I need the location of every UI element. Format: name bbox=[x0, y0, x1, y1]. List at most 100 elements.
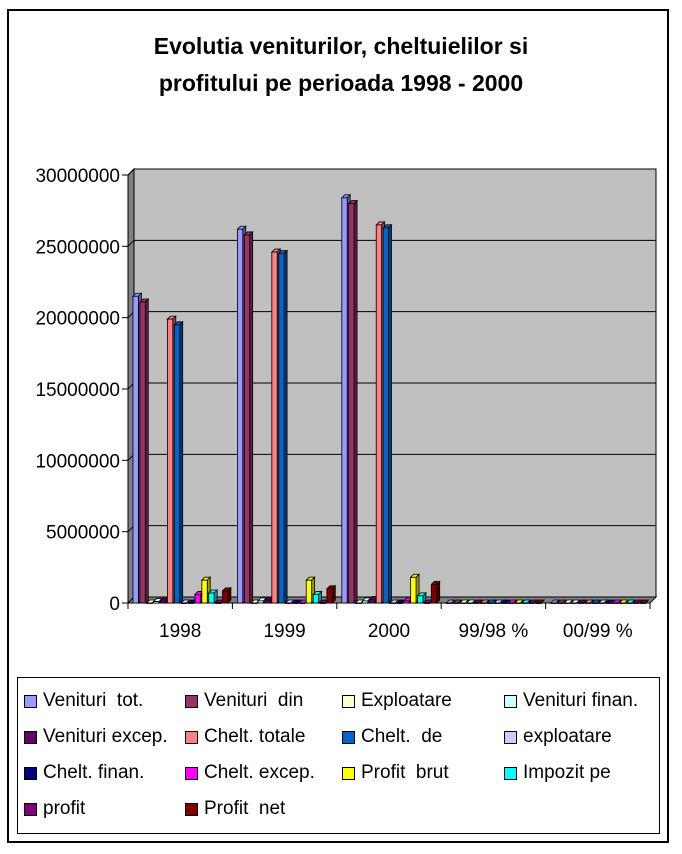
bar bbox=[445, 599, 456, 604]
legend-label: Profit net bbox=[204, 798, 286, 819]
legend-label: Venituri finan. bbox=[523, 690, 639, 711]
bar bbox=[180, 599, 191, 604]
bar bbox=[611, 599, 622, 604]
bar bbox=[493, 599, 504, 604]
bar bbox=[549, 599, 560, 604]
legend-swatch bbox=[185, 730, 198, 744]
x-tick-label: 99/98 % bbox=[459, 621, 529, 642]
gridline-side bbox=[127, 239, 135, 247]
legend-label: Chelt. finan. bbox=[43, 762, 145, 783]
bar bbox=[416, 591, 427, 604]
legend-label: Chelt. totale bbox=[204, 726, 306, 747]
bar bbox=[243, 230, 254, 604]
legend-swatch bbox=[504, 766, 517, 780]
gridline-side bbox=[127, 168, 135, 176]
legend-item: Venituri tot. bbox=[24, 689, 143, 713]
legend-item: Chelt. totale bbox=[185, 725, 305, 749]
legend-label: Venituri din bbox=[204, 690, 304, 711]
legend-swatch bbox=[24, 694, 37, 708]
legend-swatch bbox=[504, 694, 517, 708]
legend-label: exploatare bbox=[523, 726, 612, 747]
legend-swatch bbox=[342, 766, 355, 780]
legend-swatch bbox=[24, 730, 37, 744]
bar bbox=[221, 586, 232, 604]
chart-title-line-1: Evolutia veniturilor, cheltuielilor si bbox=[153, 33, 529, 59]
bar bbox=[486, 599, 497, 604]
x-tick-label: 2000 bbox=[368, 621, 410, 642]
bar bbox=[618, 599, 629, 604]
chart-title-line-2: profitului pe perioada 1998 - 2000 bbox=[158, 70, 524, 96]
legend-item: Chelt. excep. bbox=[185, 761, 315, 785]
bar bbox=[514, 599, 525, 604]
y-tick-label: 25000000 bbox=[35, 237, 120, 258]
bar bbox=[632, 599, 643, 604]
x-tick-label: 1998 bbox=[159, 621, 201, 642]
bar bbox=[527, 599, 539, 604]
legend-label: Profit brut bbox=[361, 762, 449, 783]
bar bbox=[472, 599, 484, 604]
y-tick-label: 15000000 bbox=[35, 380, 120, 401]
bar bbox=[500, 599, 511, 604]
legend-swatch bbox=[24, 802, 37, 816]
bar bbox=[604, 599, 616, 604]
x-tick-label: 1999 bbox=[263, 621, 305, 642]
bar bbox=[507, 599, 518, 604]
bar bbox=[173, 320, 184, 604]
x-tick-label: 00/99 % bbox=[563, 621, 633, 642]
bar bbox=[347, 199, 359, 604]
bar bbox=[570, 599, 581, 604]
bar bbox=[584, 599, 595, 604]
bar bbox=[325, 584, 337, 604]
bar bbox=[556, 599, 567, 604]
bar bbox=[459, 599, 470, 604]
bar bbox=[284, 599, 295, 604]
y-tick-label: 10000000 bbox=[35, 451, 120, 472]
legend-label: Exploatare bbox=[361, 690, 452, 711]
bar bbox=[563, 599, 574, 604]
bar bbox=[479, 599, 490, 604]
bar bbox=[291, 599, 302, 604]
legend-label: Chelt. excep. bbox=[204, 762, 315, 783]
bar bbox=[590, 599, 602, 604]
bar bbox=[452, 599, 463, 604]
bar bbox=[465, 599, 477, 604]
bar bbox=[430, 580, 441, 604]
y-tick-label: 20000000 bbox=[35, 309, 120, 330]
bar bbox=[534, 599, 546, 604]
legend-item: Venituri excep. bbox=[24, 725, 168, 749]
y-tick-label: 0 bbox=[109, 594, 120, 615]
legend-item: Venituri finan. bbox=[504, 689, 638, 713]
bar bbox=[389, 599, 400, 604]
bar bbox=[639, 599, 650, 604]
legend-item: exploatare bbox=[504, 725, 612, 749]
legend-item: Chelt. finan. bbox=[24, 761, 144, 785]
bar bbox=[200, 576, 212, 604]
legend-item: Profit brut bbox=[342, 761, 449, 785]
bar bbox=[577, 599, 588, 604]
legend-swatch bbox=[185, 694, 198, 708]
legend-swatch bbox=[185, 802, 198, 816]
bar bbox=[597, 599, 609, 604]
legend-label: Impozit pe bbox=[523, 762, 611, 783]
legend-swatch bbox=[342, 730, 355, 744]
chart-legend: Venituri tot. Venituri din Exploatare Venit… bbox=[17, 677, 660, 834]
legend-swatch bbox=[24, 766, 37, 780]
legend-item: Exploatare bbox=[342, 689, 452, 713]
legend-swatch bbox=[342, 694, 355, 708]
legend-swatch bbox=[504, 730, 517, 744]
y-tick-label: 30000000 bbox=[35, 166, 120, 187]
legend-item: Profit net bbox=[185, 797, 285, 821]
legend-item: Venituri din bbox=[185, 689, 303, 713]
bar bbox=[382, 223, 393, 604]
legend-item: Chelt. de bbox=[342, 725, 442, 749]
chart-title: Evolutia veniturilor, cheltuielilor si p… bbox=[0, 28, 682, 102]
bar bbox=[312, 590, 323, 604]
legend-item: profit bbox=[24, 797, 85, 821]
legend-item: Impozit pe bbox=[504, 761, 611, 785]
bar bbox=[520, 599, 532, 604]
legend-label: Venituri tot. bbox=[43, 690, 144, 711]
bar bbox=[138, 298, 150, 604]
bar bbox=[625, 599, 636, 604]
bar-chart: 0 5000000 10000000 15000000 20000000 25000000… bbox=[35, 166, 658, 642]
legend-label: Venituri excep. bbox=[43, 726, 168, 747]
